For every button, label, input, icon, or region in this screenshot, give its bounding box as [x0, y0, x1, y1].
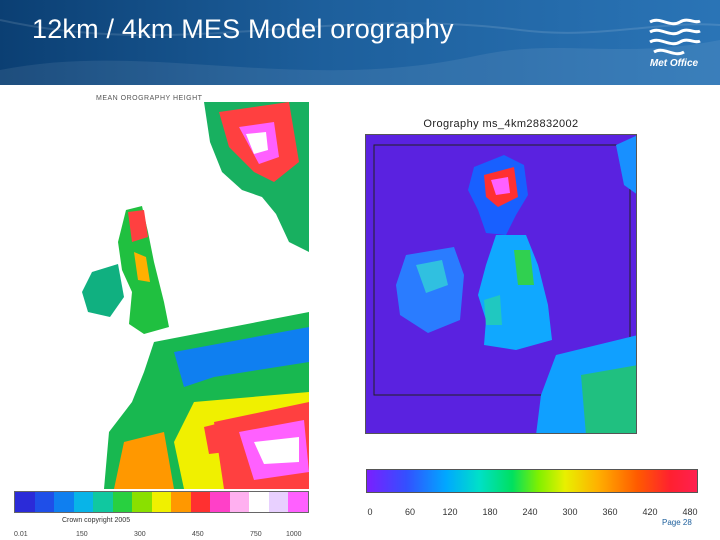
left-scale-swatch: [229, 492, 250, 512]
page-title: 12km / 4km MES Model orography: [32, 14, 454, 44]
right-scale-label: 420: [642, 507, 658, 517]
right-color-scale: [366, 469, 698, 493]
right-scale-label: 300: [562, 507, 578, 517]
right-scale-label: 480: [682, 507, 698, 517]
right-scale-label: 0: [367, 507, 373, 517]
left-scale-swatch: [151, 492, 172, 512]
left-scale-swatch: [15, 492, 35, 512]
left-scale-swatch: [132, 492, 152, 512]
left-scale-label: 450: [192, 531, 204, 538]
left-scale-label: 750: [250, 531, 262, 538]
right-orography-map: [365, 134, 637, 434]
left-orography-map: [14, 102, 309, 489]
header-banner: 12km / 4km MES Model orography Met Offic…: [0, 0, 720, 85]
left-scale-swatch: [112, 492, 133, 512]
left-scale-label: 150: [76, 531, 88, 538]
logo-text: Met Office: [649, 58, 699, 69]
left-scale-swatch: [54, 492, 74, 512]
header-swoosh-decoration: [0, 19, 720, 85]
left-scale-swatch: [34, 492, 55, 512]
left-scale-swatch: [249, 492, 269, 512]
copyright-text: Crown copyright 2005: [62, 517, 131, 524]
right-scale-label: 240: [522, 507, 538, 517]
left-scale-swatch: [190, 492, 211, 512]
left-scale-swatch: [73, 492, 94, 512]
left-scale-label: 1000: [286, 531, 302, 538]
right-map-caption: Orography ms_4km28832002: [423, 118, 579, 130]
right-scale-label: 60: [404, 507, 416, 517]
left-scale-label: 0.01: [14, 531, 28, 538]
right-scale-label: 180: [482, 507, 498, 517]
left-scale-swatch: [210, 492, 230, 512]
left-scale-swatch: [171, 492, 191, 512]
left-scale-swatch: [93, 492, 113, 512]
left-color-scale: [14, 491, 309, 523]
left-map-image: [14, 102, 309, 489]
right-map-image: [366, 135, 636, 433]
left-map-caption: MEAN OROGRAPHY HEIGHT: [96, 95, 203, 102]
right-scale-label: 360: [602, 507, 618, 517]
left-scale-bar: [14, 491, 309, 513]
left-scale-label: 300: [134, 531, 146, 538]
right-scale-label: 120: [442, 507, 458, 517]
waves-icon: [649, 18, 701, 56]
left-scale-swatch: [268, 492, 289, 512]
left-scale-swatch: [288, 492, 308, 512]
page-number: Page 28: [662, 518, 692, 527]
met-office-logo: Met Office: [640, 12, 708, 76]
